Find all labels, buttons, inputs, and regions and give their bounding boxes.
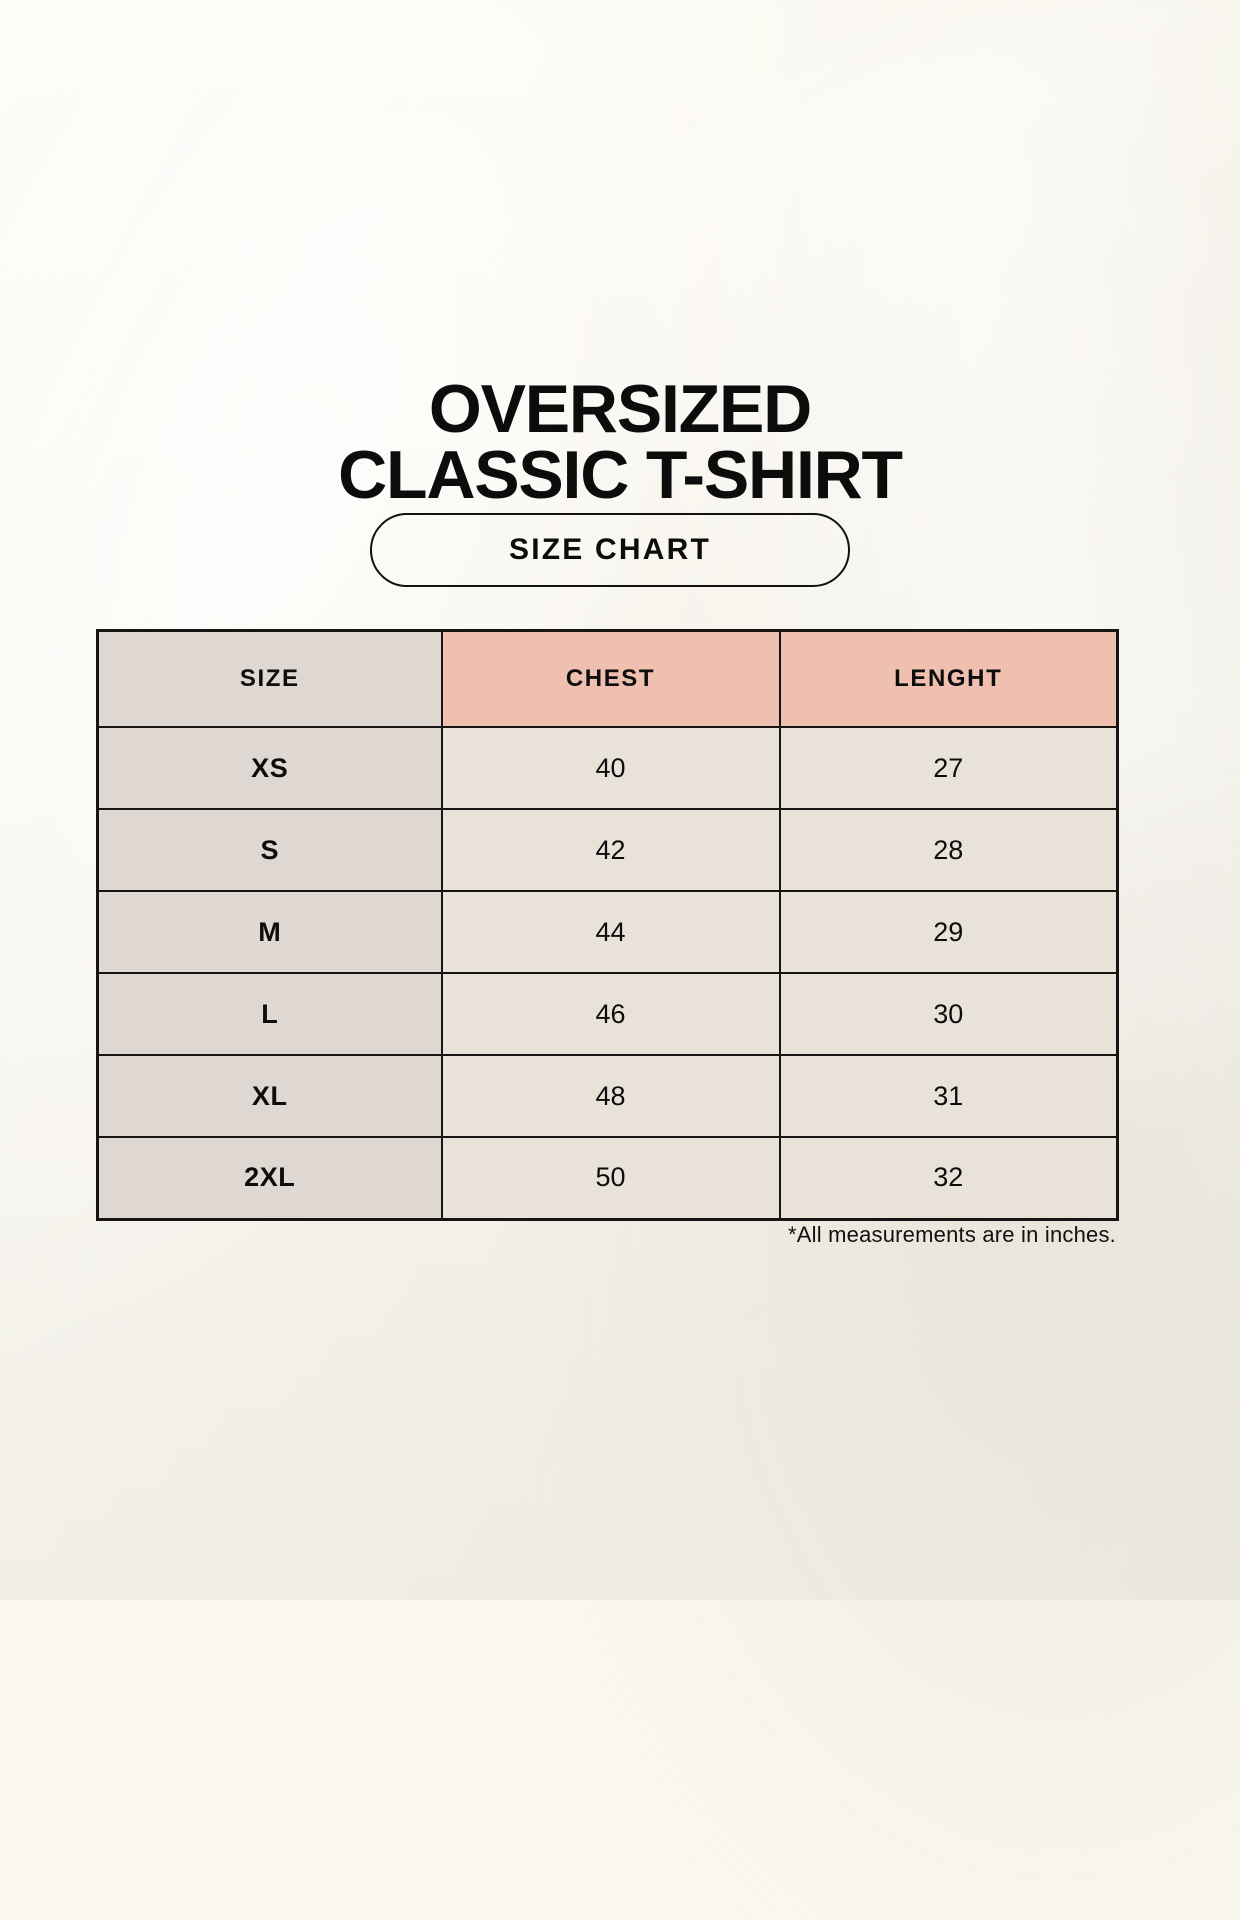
cell-chest: 42 <box>440 808 781 892</box>
column-header-size: SIZE <box>96 629 443 728</box>
cell-length: 30 <box>778 972 1119 1056</box>
column-header-length: LENGHT <box>778 629 1119 728</box>
table-row: XL 48 31 <box>96 1054 1119 1138</box>
table-row: M 44 29 <box>96 890 1119 974</box>
cell-chest: 48 <box>440 1054 781 1138</box>
cell-size: XL <box>96 1054 443 1138</box>
cell-chest: 40 <box>440 726 781 810</box>
table-header-row: SIZE CHEST LENGHT <box>96 629 1119 728</box>
table-row: XS 40 27 <box>96 726 1119 810</box>
table-row: L 46 30 <box>96 972 1119 1056</box>
cell-size: M <box>96 890 443 974</box>
page-title-line-2: CLASSIC T-SHIRT <box>338 436 903 513</box>
column-header-chest: CHEST <box>440 629 781 728</box>
size-chart-badge: SIZE CHART <box>370 513 850 587</box>
cell-length: 29 <box>778 890 1119 974</box>
size-table-header: SIZE CHEST LENGHT <box>96 629 1119 728</box>
cell-length: 32 <box>778 1136 1119 1220</box>
page-title-line-1: OVERSIZED <box>428 370 812 447</box>
cell-chest: 50 <box>440 1136 781 1220</box>
cell-size: L <box>96 972 443 1056</box>
table-row: 2XL 50 32 <box>96 1136 1119 1220</box>
cell-size: XS <box>96 726 443 810</box>
page-title: OVERSIZED CLASSIC T-SHIRT <box>0 370 1240 513</box>
size-chart-sheet: OVERSIZED CLASSIC T-SHIRT SIZE CHART SIZ… <box>0 370 1240 1247</box>
cell-chest: 44 <box>440 890 781 974</box>
cell-size: 2XL <box>96 1136 443 1220</box>
cell-chest: 46 <box>440 972 781 1056</box>
cell-length: 27 <box>778 726 1119 810</box>
measurement-note: *All measurements are in inches. <box>788 1222 1116 1247</box>
size-table-container: SIZE CHEST LENGHT XS 40 27 S 42 28 M <box>96 629 1119 1221</box>
size-table: SIZE CHEST LENGHT XS 40 27 S 42 28 M <box>96 629 1119 1221</box>
size-table-body: XS 40 27 S 42 28 M 44 29 L 46 30 <box>96 726 1119 1220</box>
cell-length: 31 <box>778 1054 1119 1138</box>
cell-size: S <box>96 808 443 892</box>
cell-length: 28 <box>778 808 1119 892</box>
table-row: S 42 28 <box>96 808 1119 892</box>
size-chart-badge-label: SIZE CHART <box>509 533 711 566</box>
